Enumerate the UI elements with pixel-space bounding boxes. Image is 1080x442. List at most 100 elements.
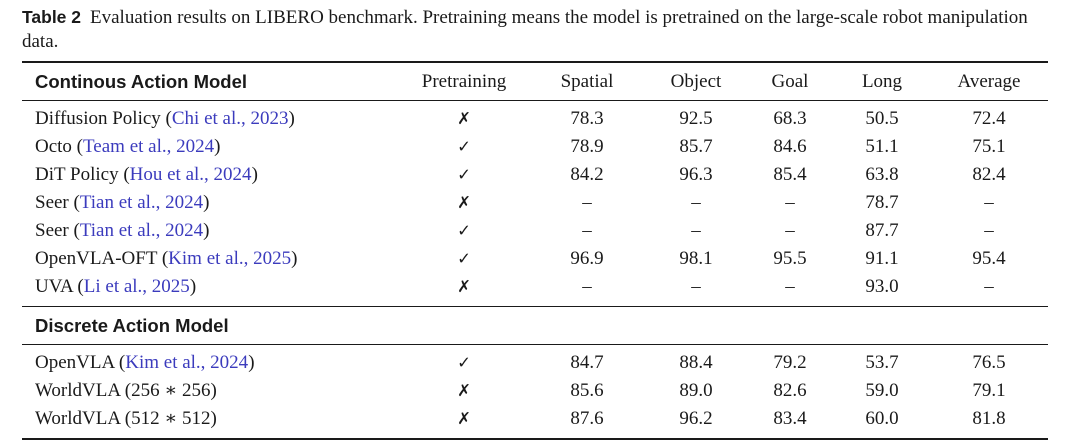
metric-value: 92.5	[679, 108, 713, 129]
section-header-continuous-action-model: Continous Action Model	[22, 62, 400, 101]
metric-value: –	[785, 220, 795, 241]
column-header-pretraining: Pretraining	[400, 62, 528, 101]
citation-link[interactable]: Tian et al., 2024	[79, 192, 204, 213]
metric-value: 82.4	[972, 164, 1006, 185]
table-row: DiT Policy (Hou et al., 2024) ✓ 84.2 96.3 85…	[22, 161, 1048, 189]
citation-link[interactable]: Kim et al., 2024	[125, 352, 249, 373]
model-name-close-paren: )	[291, 248, 298, 269]
model-name-cell: OpenVLA-OFT (Kim et al., 2025)	[22, 245, 400, 273]
metric-value: –	[984, 276, 994, 297]
metric-value: –	[582, 192, 592, 213]
model-name: DiT Policy (	[35, 164, 130, 185]
metric-value: 88.4	[679, 352, 713, 373]
table-row: OpenVLA (Kim et al., 2024) ✓ 84.7 88.4 79.2 5…	[22, 345, 1048, 377]
model-name-close-paren: )	[203, 192, 210, 213]
caption-label: Table 2	[22, 7, 82, 27]
discrete-section-body: OpenVLA (Kim et al., 2024) ✓ 84.7 88.4 79.2 5…	[22, 345, 1048, 440]
metric-value: 60.0	[865, 408, 899, 429]
model-name-close-paren: )	[189, 276, 197, 297]
metric-value: –	[582, 276, 592, 297]
model-name: WorldVLA (256 ∗ 256)	[35, 380, 217, 401]
metric-value: 75.1	[972, 136, 1006, 157]
model-name-cell: WorldVLA (256 ∗ 256)	[22, 377, 400, 405]
citation-link[interactable]: Kim et al., 2025	[168, 248, 292, 269]
continuous-section-body: Diffusion Policy (Chi et al., 2023) ✗ 78.3…	[22, 101, 1048, 307]
citation-link[interactable]: Tian et al., 2024	[79, 220, 204, 241]
metric-value: 91.1	[865, 248, 899, 269]
metric-value: 63.8	[865, 164, 899, 185]
metric-value: 68.3	[773, 108, 807, 129]
table-row: UVA (Li et al., 2025) ✗ – – – 93.0 –	[22, 273, 1048, 307]
column-header-spatial: Spatial	[528, 62, 646, 101]
metric-value: 85.7	[679, 136, 713, 157]
metric-value: –	[785, 276, 795, 297]
column-header-goal: Goal	[746, 62, 834, 101]
citation-link[interactable]: Chi et al., 2023	[171, 108, 289, 129]
metric-value: 72.4	[972, 108, 1006, 129]
section-row: Discrete Action Model	[22, 306, 1048, 345]
model-name-close-paren: )	[251, 164, 258, 185]
metric-value: 78.3	[570, 108, 604, 129]
model-name-cell: Octo (Team et al., 2024)	[22, 133, 400, 161]
citation-link[interactable]: Team et al., 2024	[83, 136, 215, 157]
metric-value: –	[785, 192, 795, 213]
column-header-long: Long	[834, 62, 930, 101]
model-name-cell: OpenVLA (Kim et al., 2024)	[22, 345, 400, 377]
metric-value: 84.7	[570, 352, 604, 373]
table-row: OpenVLA-OFT (Kim et al., 2025) ✓ 96.9 98.1 9…	[22, 245, 1048, 273]
metric-value: 95.5	[773, 248, 807, 269]
table-row: Seer (Tian et al., 2024) ✗ – – – 78.7 –	[22, 189, 1048, 217]
metric-value: –	[984, 192, 994, 213]
metric-value: 96.2	[679, 408, 713, 429]
metric-value: 96.9	[570, 248, 604, 269]
model-name-cell: Seer (Tian et al., 2024)	[22, 217, 400, 245]
metric-value: 85.6	[570, 380, 604, 401]
model-name-cell: Seer (Tian et al., 2024)	[22, 189, 400, 217]
table-row: WorldVLA (256 ∗ 256) ✗ 85.6 89.0 82.6 59.0 79.…	[22, 377, 1048, 405]
metric-value: 84.6	[773, 136, 807, 157]
model-name: OpenVLA (	[35, 352, 126, 373]
metric-value: 89.0	[679, 380, 713, 401]
table-row: Octo (Team et al., 2024) ✓ 78.9 85.7 84.6 51.…	[22, 133, 1048, 161]
citation-link[interactable]: Hou et al., 2024	[129, 164, 252, 185]
metric-value: 78.9	[570, 136, 604, 157]
section-header-discrete-action-model: Discrete Action Model	[22, 306, 1048, 345]
model-name: Seer (	[35, 220, 80, 241]
pretraining-cross-icon: ✗	[457, 193, 471, 212]
metric-value: 82.6	[773, 380, 807, 401]
metric-value: 79.2	[773, 352, 807, 373]
metric-value: 98.1	[679, 248, 713, 269]
table-header-row: Continous Action Model Pretraining Spati…	[22, 62, 1048, 101]
column-header-object: Object	[646, 62, 746, 101]
table-row: WorldVLA (512 ∗ 512) ✗ 87.6 96.2 83.4 60.0 81.…	[22, 405, 1048, 440]
metric-value: 76.5	[972, 352, 1006, 373]
pretraining-cross-icon: ✗	[457, 381, 471, 400]
model-name: Octo (	[35, 136, 84, 157]
metric-value: 84.2	[570, 164, 604, 185]
model-name: UVA (	[35, 276, 84, 297]
pretraining-cross-icon: ✗	[457, 277, 471, 296]
metric-value: 51.1	[865, 136, 899, 157]
model-name-close-paren: )	[203, 220, 210, 241]
metric-value: 59.0	[865, 380, 899, 401]
metric-value: 85.4	[773, 164, 807, 185]
metric-value: 96.3	[679, 164, 713, 185]
metric-value: 87.6	[570, 408, 604, 429]
model-name: Seer (	[35, 192, 80, 213]
pretraining-check-icon: ✓	[457, 137, 471, 156]
citation-link[interactable]: Li et al., 2025	[83, 276, 190, 297]
results-table: Continous Action Model Pretraining Spati…	[22, 61, 1048, 440]
metric-value: –	[984, 220, 994, 241]
metric-value: 53.7	[865, 352, 899, 373]
metric-value: 81.8	[972, 408, 1006, 429]
model-name-close-paren: )	[214, 136, 221, 157]
discrete-section-header-row: Discrete Action Model	[22, 306, 1048, 345]
model-name: Diffusion Policy (	[35, 108, 172, 129]
pretraining-cross-icon: ✗	[457, 409, 471, 428]
table-caption: Table 2 Evaluation results on LIBERO benc…	[22, 5, 1056, 54]
metric-value: 50.5	[865, 108, 899, 129]
pretraining-check-icon: ✓	[457, 221, 471, 240]
column-header-average: Average	[930, 62, 1048, 101]
model-name-cell: UVA (Li et al., 2025)	[22, 273, 400, 307]
